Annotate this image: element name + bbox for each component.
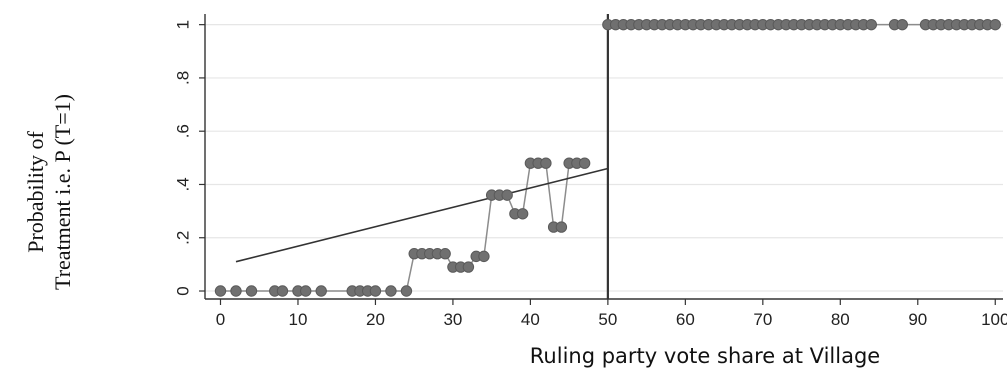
x-tick-label: 90: [908, 310, 927, 329]
x-tick-label: 100: [981, 310, 1007, 329]
data-point: [896, 18, 908, 31]
data-point: [555, 221, 568, 233]
data-point: [214, 285, 227, 297]
data-point: [245, 285, 258, 297]
data-point: [369, 285, 382, 297]
data-point: [400, 285, 413, 297]
connector-segment: [560, 163, 570, 228]
y-tick-label: 0: [174, 286, 193, 295]
x-tick-label: 30: [443, 310, 462, 329]
x-tick-label: 70: [753, 310, 772, 329]
connector-segment: [405, 253, 415, 292]
x-tick-label: 20: [366, 310, 385, 329]
data-point: [439, 248, 451, 260]
data-point: [989, 18, 1001, 31]
x-tick-label: 10: [289, 310, 308, 329]
data-point: [315, 285, 327, 297]
y-axis-label: Probability of Treatment i.e. P (T=1): [23, 94, 75, 290]
y-tick-label: 1: [174, 20, 193, 29]
x-tick-label: 60: [676, 310, 695, 329]
data-point: [578, 157, 591, 169]
data-point: [865, 18, 877, 31]
data-point: [462, 261, 475, 273]
data-point: [501, 189, 513, 201]
tick-labels: 0.2.4.6.810 10 20 30 40 50 60 70 80 90 100: [174, 20, 1007, 329]
x-tick-label: 50: [598, 310, 617, 329]
x-axis-label: Ruling party vote share at Village: [529, 344, 881, 368]
x-tick-label: 40: [521, 310, 540, 329]
data-point: [385, 285, 397, 297]
y-tick-label: .8: [174, 71, 193, 85]
y-axis-label-line-1: Probability of: [23, 131, 48, 253]
connector-segment: [545, 163, 555, 228]
data-point: [516, 208, 529, 220]
data-point: [540, 157, 552, 169]
x-tick-label: 0: [216, 310, 225, 329]
connector-segment: [483, 195, 493, 257]
axes: [199, 14, 1003, 305]
fit-lines: [235, 167, 609, 263]
data-points: [214, 18, 1001, 297]
y-tick-label: .2: [174, 231, 193, 245]
data-point: [478, 250, 490, 263]
plot-area: [205, 14, 1003, 299]
y-tick-label: .4: [174, 177, 193, 191]
data-point: [300, 285, 312, 297]
x-tick-label: 80: [831, 310, 850, 329]
data-point: [276, 285, 289, 297]
y-tick-label: .6: [174, 124, 193, 138]
y-axis-label-line-2: Treatment i.e. P (T=1): [50, 94, 75, 290]
data-point: [230, 285, 242, 297]
linear-fit-line: [235, 167, 609, 263]
